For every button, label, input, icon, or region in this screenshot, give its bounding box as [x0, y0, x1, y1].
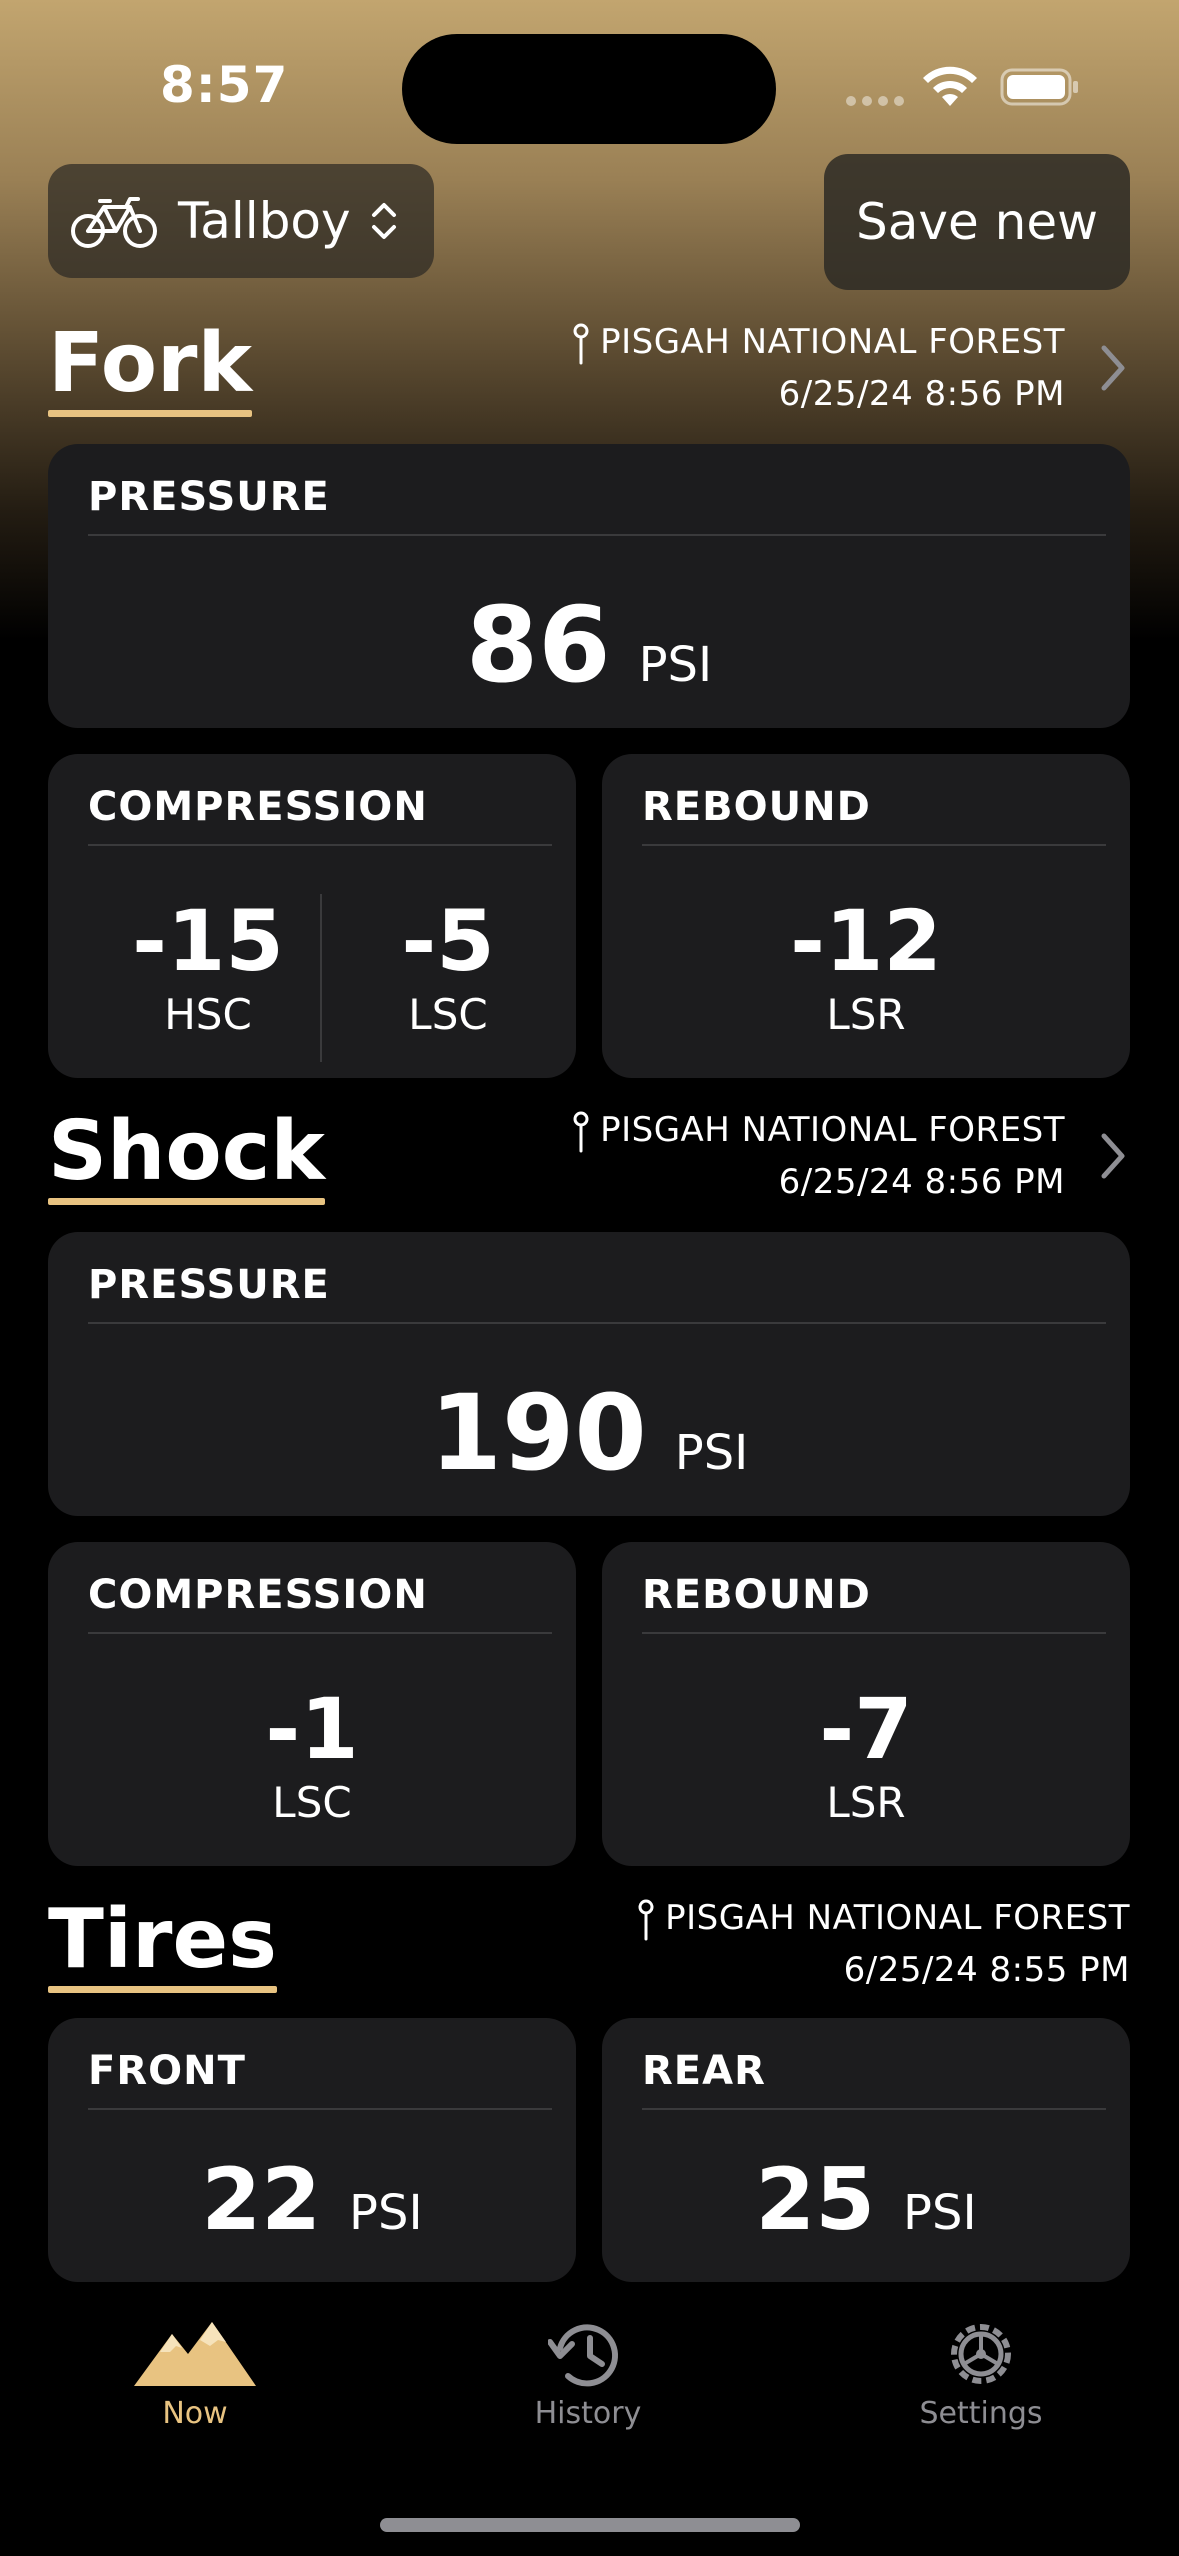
- card-label: REBOUND: [642, 784, 871, 830]
- card-label: REAR: [642, 2048, 766, 2094]
- tab-history[interactable]: History: [458, 2318, 718, 2431]
- divider: [88, 534, 1106, 536]
- column-divider: [320, 894, 322, 1062]
- hsc-label: HSC: [164, 990, 252, 1039]
- wifi-icon: [923, 66, 977, 106]
- lsr-label: LSR: [826, 990, 906, 1039]
- divider: [88, 1632, 552, 1634]
- save-new-button[interactable]: Save new: [824, 154, 1130, 290]
- fork-location: PISGAH NATIONAL FOREST: [600, 322, 1065, 362]
- divider: [88, 844, 552, 846]
- rear-tire-card[interactable]: REAR 25 PSI: [602, 2018, 1130, 2282]
- divider: [642, 844, 1106, 846]
- front-tire-card[interactable]: FRONT 22 PSI: [48, 2018, 576, 2282]
- unit-label: PSI: [349, 2185, 423, 2241]
- fork-rebound-card[interactable]: REBOUND -12 LSR: [602, 754, 1130, 1078]
- front-tire-value: 22: [201, 2150, 322, 2250]
- bicycle-icon: [71, 197, 157, 248]
- bike-picker[interactable]: Tallboy: [48, 164, 434, 278]
- tab-now-label: Now: [162, 2396, 228, 2431]
- dynamic-island: [402, 34, 776, 144]
- pin-icon: [573, 323, 589, 364]
- shock-datetime: 6/25/24 8:56 PM: [778, 1162, 1065, 1202]
- card-label: REBOUND: [642, 1572, 871, 1618]
- pin-icon: [638, 1899, 654, 1940]
- card-label: COMPRESSION: [88, 784, 428, 830]
- fork-chevron-right-icon[interactable]: [1098, 342, 1128, 394]
- divider: [88, 2108, 552, 2110]
- home-indicator: [380, 2518, 800, 2532]
- unit-label: PSI: [638, 637, 713, 693]
- divider: [642, 2108, 1106, 2110]
- unit-label: PSI: [674, 1425, 749, 1481]
- bike-name: Tallboy: [178, 192, 351, 250]
- shock-pressure-card[interactable]: PRESSURE 190 PSI: [48, 1232, 1130, 1516]
- mountains-icon: [134, 2322, 256, 2386]
- fork-lsc-value: -5: [401, 892, 495, 990]
- fork-title: Fork: [48, 316, 252, 417]
- chevron-up-down-icon: [371, 203, 396, 239]
- shock-pressure-value: 190: [429, 1372, 647, 1494]
- tab-now[interactable]: Now: [65, 2318, 325, 2431]
- fork-location-info[interactable]: PISGAH NATIONAL FOREST 6/25/24 8:56 PM: [570, 316, 1065, 420]
- fork-pressure-card[interactable]: PRESSURE 86 PSI: [48, 444, 1130, 728]
- tab-history-label: History: [534, 2396, 642, 2431]
- battery-icon: [1000, 68, 1078, 106]
- unit-label: PSI: [903, 2185, 977, 2241]
- lsc-label: LSC: [272, 1778, 352, 1827]
- card-label: PRESSURE: [88, 474, 330, 520]
- shock-chevron-right-icon[interactable]: [1098, 1130, 1128, 1182]
- lsc-label: LSC: [408, 990, 488, 1039]
- tires-datetime: 6/25/24 8:55 PM: [843, 1950, 1130, 1990]
- tires-location-info[interactable]: PISGAH NATIONAL FOREST 6/25/24 8:55 PM: [635, 1892, 1130, 1996]
- cellular-signal-icon: [846, 96, 906, 108]
- divider: [642, 1632, 1106, 1634]
- shock-location-info[interactable]: PISGAH NATIONAL FOREST 6/25/24 8:56 PM: [570, 1104, 1065, 1208]
- gear-icon: [951, 2324, 1011, 2384]
- fork-datetime: 6/25/24 8:56 PM: [778, 374, 1065, 414]
- card-label: PRESSURE: [88, 1262, 330, 1308]
- fork-rebound-value: -12: [790, 892, 942, 990]
- tab-settings-label: Settings: [919, 2396, 1043, 2431]
- card-label: COMPRESSION: [88, 1572, 428, 1618]
- shock-compression-value: -1: [265, 1680, 359, 1778]
- shock-rebound-card[interactable]: REBOUND -7 LSR: [602, 1542, 1130, 1866]
- tires-title: Tires: [48, 1892, 277, 1993]
- shock-location: PISGAH NATIONAL FOREST: [600, 1110, 1065, 1150]
- fork-compression-card[interactable]: COMPRESSION -15 HSC -5 LSC: [48, 754, 576, 1078]
- fork-pressure-value: 86: [465, 584, 611, 706]
- fork-hsc-value: -15: [132, 892, 284, 990]
- tab-settings[interactable]: Settings: [851, 2318, 1111, 2431]
- status-time: 8:57: [160, 56, 289, 114]
- rear-tire-value: 25: [755, 2150, 876, 2250]
- shock-title: Shock: [48, 1104, 325, 1205]
- lsr-label: LSR: [826, 1778, 906, 1827]
- divider: [88, 1322, 1106, 1324]
- tires-location: PISGAH NATIONAL FOREST: [665, 1898, 1130, 1938]
- pin-icon: [573, 1111, 589, 1152]
- history-icon: [548, 2324, 618, 2387]
- shock-compression-card[interactable]: COMPRESSION -1 LSC: [48, 1542, 576, 1866]
- card-label: FRONT: [88, 2048, 246, 2094]
- shock-rebound-value: -7: [819, 1680, 913, 1778]
